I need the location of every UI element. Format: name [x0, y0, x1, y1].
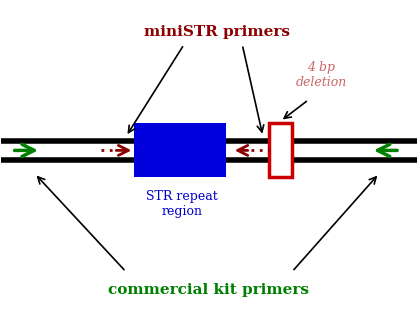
Bar [269, 123, 292, 176]
Text: commercial kit primers: commercial kit primers [109, 283, 309, 297]
Text: miniSTR primers: miniSTR primers [144, 25, 291, 39]
Text: 4 bp
deletion: 4 bp deletion [296, 61, 347, 89]
Text: STR repeat
region: STR repeat region [146, 190, 218, 218]
Bar [134, 123, 226, 176]
